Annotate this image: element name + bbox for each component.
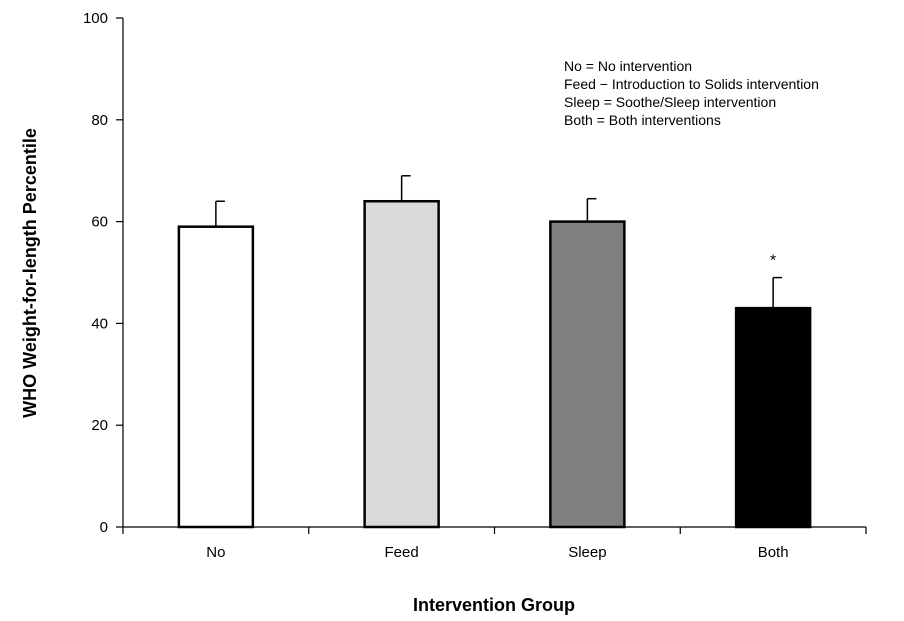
bar-feed xyxy=(363,199,440,529)
y-tick-label: 40 xyxy=(91,315,108,332)
bar-sleep xyxy=(549,220,626,529)
bar-both xyxy=(734,306,812,529)
legend-line: Feed − Introduction to Solids interventi… xyxy=(564,76,819,92)
y-axis-title: WHO Weight-for-length Percentile xyxy=(20,128,40,418)
bar-no xyxy=(177,225,255,529)
y-tick-label: 60 xyxy=(91,214,108,231)
legend-line: Sleep = Soothe/Sleep intervention xyxy=(564,94,776,110)
legend-line: No = No intervention xyxy=(564,58,692,74)
y-tick-label: 80 xyxy=(91,112,108,129)
legend: No = No intervention Feed − Introduction… xyxy=(564,58,819,128)
x-tick-label: Feed xyxy=(385,544,419,561)
y-tick-label: 0 xyxy=(100,519,108,536)
legend-line: Both = Both interventions xyxy=(564,112,721,128)
y-tick-label: 100 xyxy=(83,10,108,27)
x-tick-label: No xyxy=(206,544,225,561)
x-axis-title: Intervention Group xyxy=(413,595,575,615)
significance-marker: * xyxy=(770,253,776,270)
x-tick-label: Sleep xyxy=(568,544,606,561)
y-tick-label: 20 xyxy=(91,417,108,434)
x-tick-label: Both xyxy=(758,544,789,561)
